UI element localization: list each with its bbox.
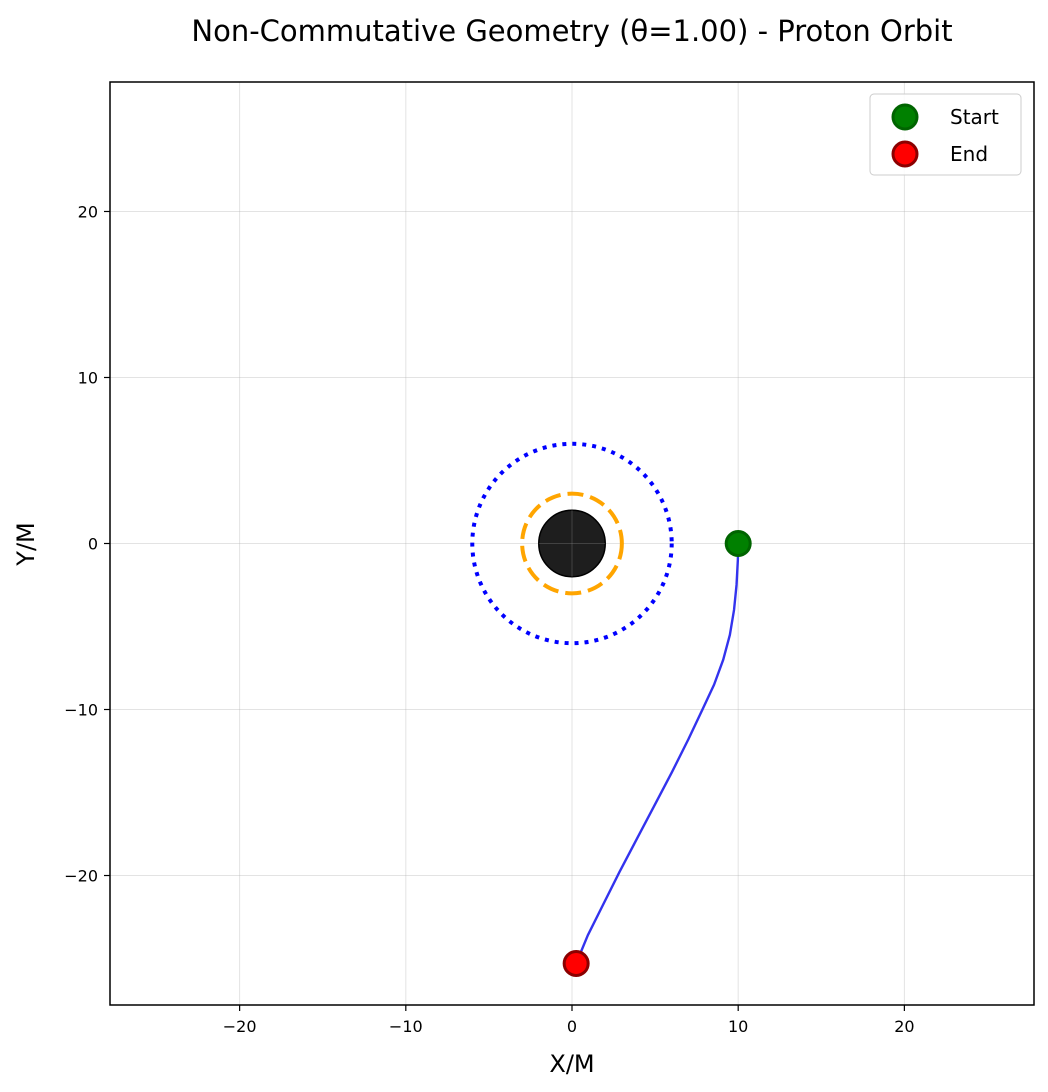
start-marker [724,530,752,557]
y-tick-label: 0 [88,535,98,554]
legend-end-marker [891,140,919,168]
plot-layer [470,441,752,977]
y-tick-label: 10 [78,368,98,387]
x-tick-label: 0 [567,1017,577,1036]
legend-end-label: End [950,142,988,166]
x-tick-label: 20 [894,1017,914,1036]
y-tick-label: −10 [64,701,98,720]
isco-circle [470,441,674,646]
x-tick-label: −20 [223,1017,257,1036]
legend-start-marker [891,103,919,131]
y-axis-label: Y/M [12,522,40,566]
x-tick-label: −10 [389,1017,423,1036]
chart-title: Non-Commutative Geometry (θ=1.00) - Prot… [191,14,952,48]
y-tick-label: −20 [64,867,98,886]
legend-start-label: Start [950,105,999,129]
photon-sphere-circle [520,491,624,596]
black-hole [538,509,606,578]
tick-layer: −20 −10 0 10 20 20 10 0 −10 −20 [64,202,914,1036]
x-tick-label: 10 [728,1017,748,1036]
x-axis-label: X/M [549,1050,594,1078]
orbit-trajectory [575,543,740,964]
y-tick-label: 20 [78,202,98,221]
legend: Start End [869,93,1022,176]
end-marker [562,949,590,977]
